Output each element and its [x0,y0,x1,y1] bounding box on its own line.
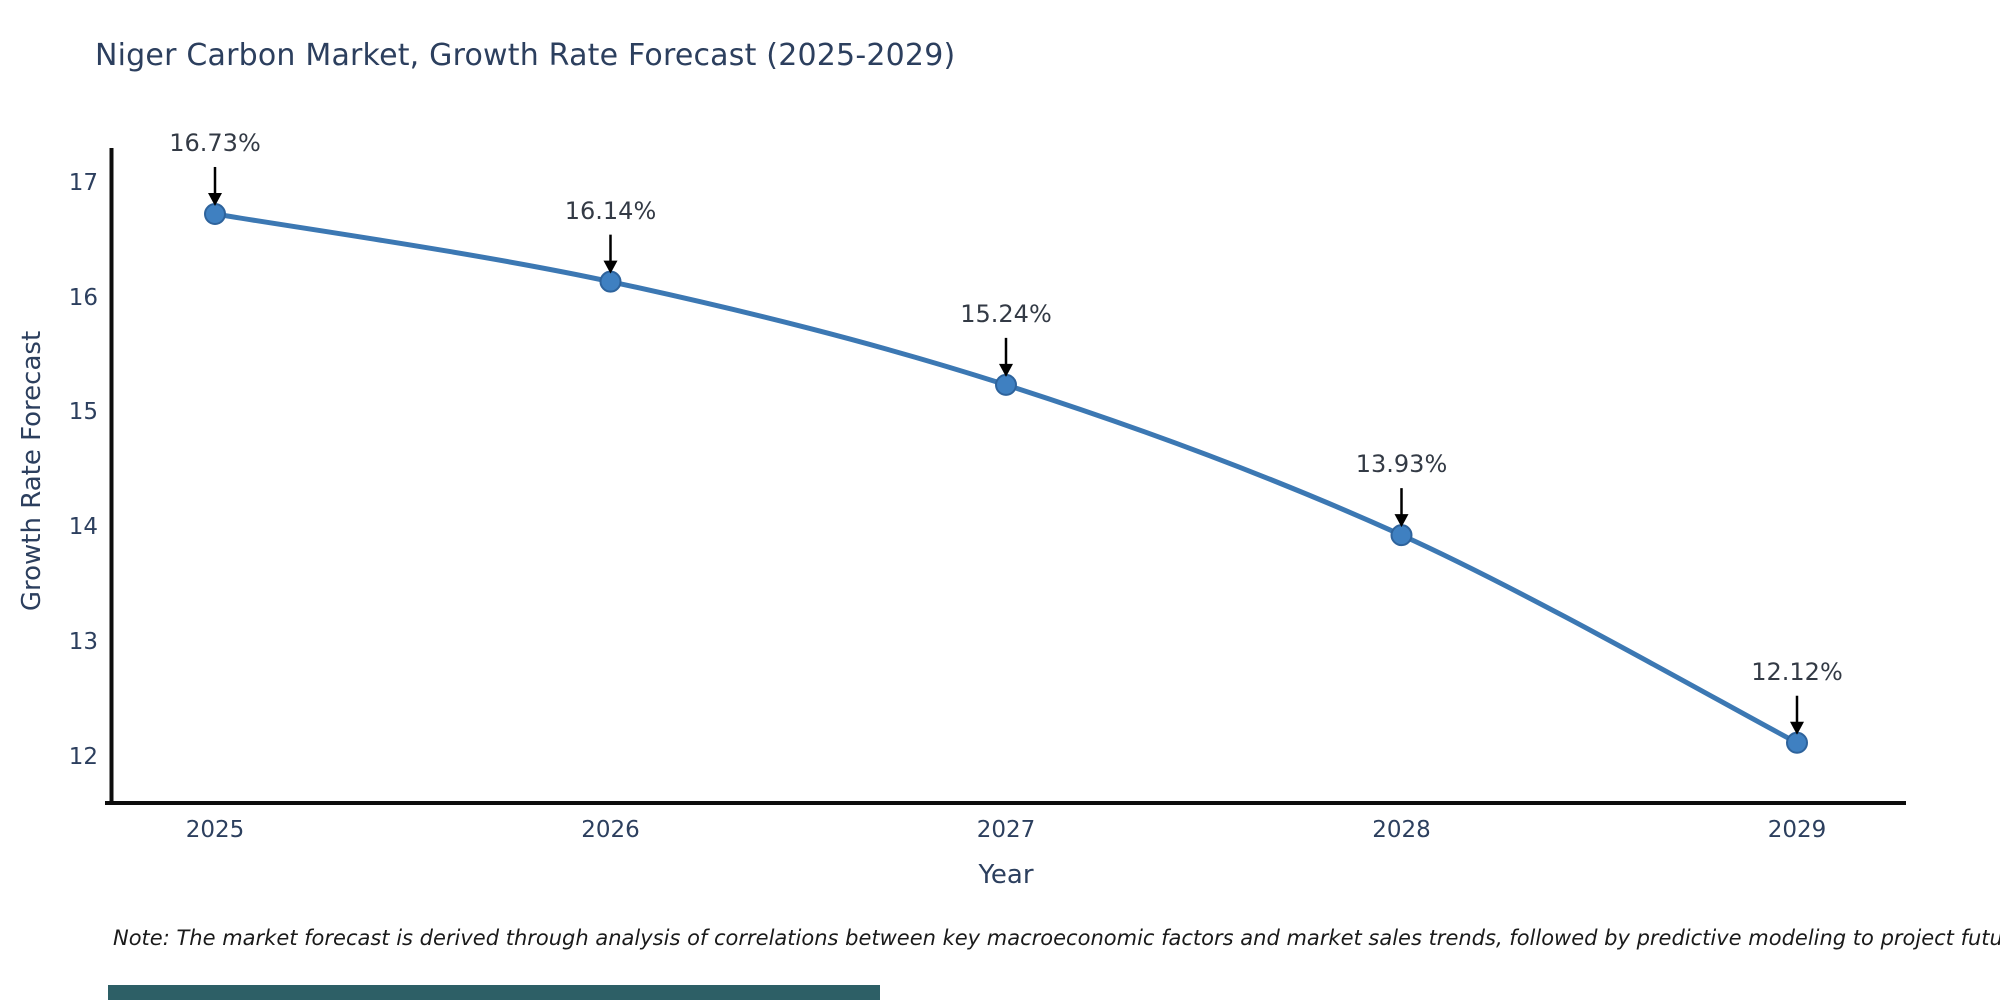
point-value-label: 12.12% [1751,657,1843,686]
x-tick-label: 2029 [1767,817,1827,843]
y-tick-label: 13 [68,628,98,655]
x-tick-label: 2027 [976,817,1036,843]
annotation-arrowhead-icon [1394,514,1409,528]
y-tick-label: 14 [68,514,98,541]
y-tick-label: 16 [68,284,98,311]
data-point-marker [204,202,226,225]
data-point-marker [599,270,622,293]
y-tick-label: 17 [68,170,98,196]
annotation-arrowhead-icon [603,260,618,274]
x-tick-label: 2025 [185,817,245,843]
note-text: Note: The market forecast is derived thr… [113,926,2000,950]
y-tick-label: 15 [68,399,98,426]
annotation-arrowhead-icon [208,192,222,206]
chart-title: Niger Carbon Market, Growth Rate Forecas… [95,38,956,73]
x-axis-title: Year [978,860,1034,890]
annotation-arrowhead-icon [999,363,1013,377]
y-tick-label: 12 [68,743,98,770]
point-value-label: 16.73% [169,128,261,157]
x-tick-label: 2028 [1372,817,1431,843]
annotation-arrowhead-icon [1790,721,1804,735]
data-point-marker [1786,731,1808,754]
point-value-label: 15.24% [960,299,1052,328]
bottom-accent-bar [108,985,880,1000]
data-point-marker [1390,524,1413,547]
data-point-marker [995,373,1017,396]
forecast-line [212,211,1800,746]
x-tick-label: 2026 [581,817,640,843]
point-value-label: 16.14% [564,196,657,225]
point-value-label: 13.93% [1355,450,1448,479]
